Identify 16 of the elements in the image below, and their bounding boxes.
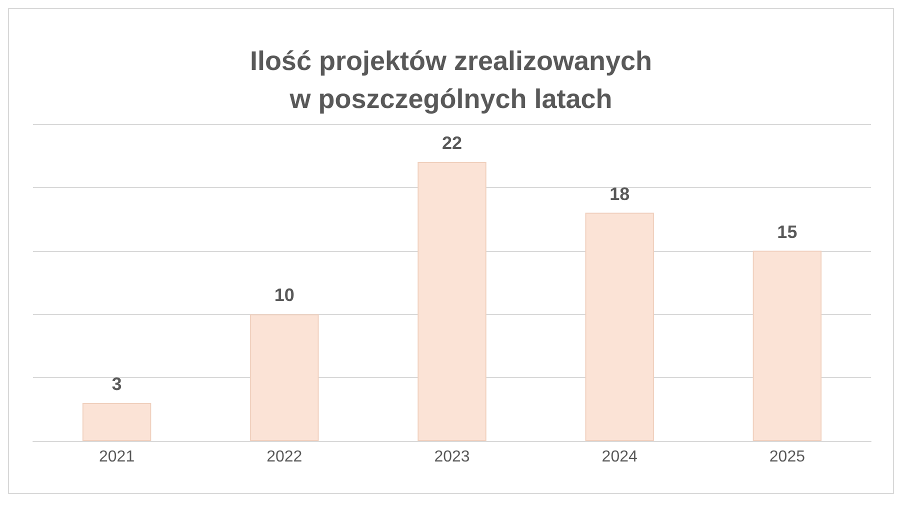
x-tick-label: 2021 — [99, 448, 135, 466]
data-label: 10 — [274, 285, 294, 306]
x-tick-label: 2024 — [602, 448, 638, 466]
bar — [752, 250, 822, 441]
data-label: 15 — [777, 222, 798, 242]
chart-title: Ilość projektów zrealizowanych w poszczególnych latach — [250, 46, 652, 114]
x-tick-label: 2025 — [769, 448, 806, 466]
x-tick-label: 2023 — [434, 448, 470, 466]
x-tick-label: 2022 — [266, 448, 302, 466]
data-label: 3 — [112, 374, 122, 394]
data-label: 18 — [610, 184, 630, 204]
bar — [82, 402, 152, 441]
bar — [585, 212, 654, 441]
bar — [418, 162, 486, 441]
data-label: 22 — [442, 133, 462, 154]
bar — [250, 314, 319, 441]
